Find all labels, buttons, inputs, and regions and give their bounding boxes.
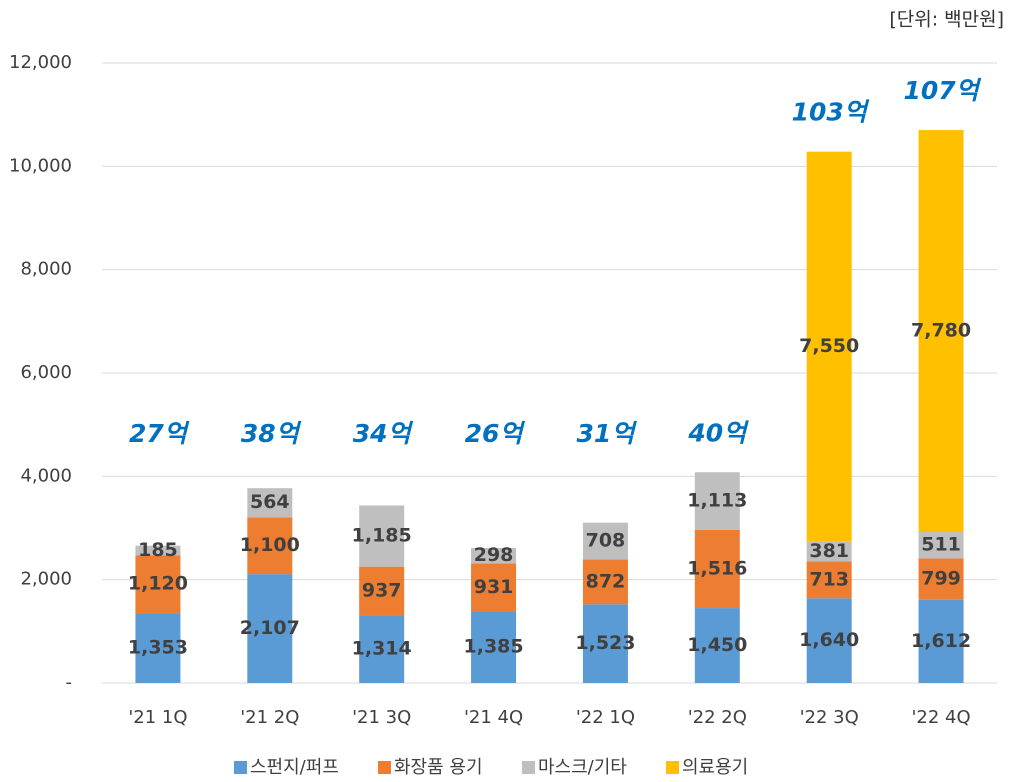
- bar-segment: [806, 561, 852, 599]
- bar-segment: [918, 558, 964, 600]
- y-tick-label: 8,000: [20, 259, 72, 280]
- bar-segment: [247, 517, 293, 575]
- total-label: 38억: [241, 419, 302, 448]
- value-label: 1,516: [687, 557, 747, 579]
- bar-segment: [471, 563, 517, 612]
- total-label: 31억: [577, 419, 638, 448]
- y-tick-label: 12,000: [9, 52, 72, 73]
- value-label: 1,120: [128, 573, 188, 595]
- bar-segment: [694, 472, 740, 530]
- x-tick-label: '22 2Q: [688, 707, 747, 728]
- x-tick-label: '22 1Q: [576, 707, 635, 728]
- y-tick-label: 10,000: [9, 155, 72, 176]
- bar-segment: [694, 529, 740, 609]
- value-label: 564: [250, 491, 290, 513]
- total-label: 107억: [903, 76, 981, 105]
- bar-segment: [135, 613, 181, 683]
- y-tick-label: 6,000: [20, 362, 72, 383]
- bar-segment: [135, 555, 181, 614]
- x-tick-label: '22 4Q: [911, 707, 970, 728]
- x-tick-label: '22 3Q: [800, 707, 859, 728]
- value-label: 7,780: [911, 320, 971, 342]
- legend-label: 스펀지/퍼프: [250, 757, 339, 778]
- value-label: 1,450: [687, 634, 747, 656]
- y-tick-label: -: [66, 672, 73, 693]
- bar-segment: [135, 545, 181, 556]
- value-label: 185: [138, 539, 178, 561]
- bar-segment: [359, 615, 405, 683]
- value-label: 713: [809, 568, 849, 590]
- value-label: 1,612: [911, 630, 971, 652]
- x-tick-label: '21 2Q: [240, 707, 299, 728]
- y-tick-label: 4,000: [20, 465, 72, 486]
- bar-segment: [918, 599, 964, 683]
- legend-swatch: [378, 761, 391, 774]
- value-label: 937: [362, 579, 402, 601]
- bar-segment: [359, 566, 405, 616]
- legend-label: 마스크/기타: [538, 757, 627, 778]
- bar-segment: [806, 151, 852, 542]
- bar-segment: [582, 559, 628, 605]
- bar-segment: [806, 598, 852, 683]
- total-label: 103억: [792, 98, 870, 127]
- value-label: 1,314: [352, 638, 412, 660]
- value-label: 931: [474, 576, 514, 598]
- bar-segment: [918, 130, 964, 533]
- bar-segment: [359, 505, 405, 567]
- x-tick-label: '21 4Q: [464, 707, 523, 728]
- bar-segment: [471, 547, 517, 564]
- bar-segment: [806, 541, 852, 562]
- y-tick-label: 2,000: [20, 569, 72, 590]
- total-label: 40억: [687, 418, 749, 447]
- bar-segment: [582, 604, 628, 683]
- legend-label: 화장품 용기: [394, 757, 483, 778]
- total-label: 34억: [353, 419, 414, 448]
- value-label: 298: [474, 544, 514, 566]
- legend-swatch: [522, 761, 535, 774]
- value-label: 799: [921, 568, 961, 590]
- total-label: 27억: [129, 419, 190, 448]
- value-label: 1,385: [464, 636, 524, 658]
- value-label: 1,640: [799, 629, 859, 651]
- value-label: 381: [809, 540, 849, 562]
- value-label: 2,107: [240, 617, 300, 639]
- bar-segment: [471, 611, 517, 683]
- x-tick-label: '21 1Q: [128, 707, 187, 728]
- bar-segment: [694, 608, 740, 683]
- value-label: 1,353: [128, 637, 188, 659]
- value-label: 1,100: [240, 534, 300, 556]
- bar-segment: [582, 522, 628, 560]
- x-tick-label: '21 3Q: [352, 707, 411, 728]
- value-label: 7,550: [799, 335, 859, 357]
- value-label: 1,185: [352, 525, 412, 547]
- value-label: 708: [586, 529, 626, 551]
- bar-segment: [918, 532, 964, 559]
- value-label: 872: [586, 570, 626, 592]
- value-label: 511: [921, 534, 961, 556]
- bar-segment: [247, 574, 293, 683]
- legend-swatch: [666, 761, 679, 774]
- value-label: 1,113: [687, 490, 747, 512]
- legend-swatch: [234, 761, 247, 774]
- unit-label: [단위: 백만원]: [889, 9, 1004, 31]
- value-label: 1,523: [575, 632, 635, 654]
- total-label: 26억: [465, 419, 526, 448]
- legend-label: 의료용기: [682, 757, 748, 778]
- bar-segment: [247, 488, 293, 518]
